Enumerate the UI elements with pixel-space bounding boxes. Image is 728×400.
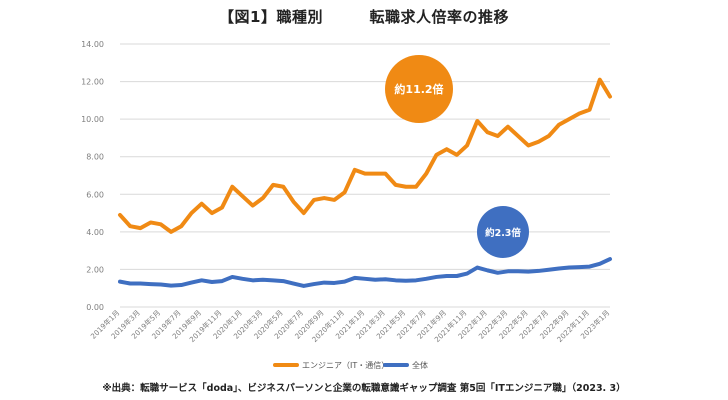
series-lines [118, 77, 612, 288]
y-tick-label: 12.00 [81, 78, 104, 87]
y-tick-label: 14.00 [81, 40, 104, 49]
y-axis-tick-labels: 0.00 2.00 4.00 6.00 8.00 10.00 12.00 14.00 [81, 40, 104, 312]
y-tick-label: 2.00 [86, 265, 104, 274]
series-line-all [118, 257, 612, 288]
annotation-label: 約2.3倍 [485, 227, 521, 239]
legend-label: エンジニア（IT・通信） [302, 360, 389, 370]
x-axis-tick-labels: 2019年1月2019年3月2019年5月2019年7月2019年9月2019年… [89, 308, 612, 344]
chart-title: 【図1】職種別 転職求人倍率の推移 [219, 8, 509, 26]
y-tick-label: 10.00 [81, 115, 104, 124]
y-tick-label: 4.00 [86, 228, 104, 237]
annotation-bubble [385, 55, 453, 123]
y-tick-label: 0.00 [86, 303, 104, 312]
legend-label: 全体 [412, 360, 428, 370]
y-tick-label: 8.00 [86, 153, 104, 162]
legend: エンジニア（IT・通信） 全体 [273, 360, 428, 370]
annotation-label: 約11.2倍 [394, 82, 443, 96]
annotation-bubble [477, 206, 529, 258]
series-line-engineer [118, 77, 612, 234]
y-tick-label: 6.00 [86, 190, 104, 199]
source-note: ※出典：転職サービス「doda」、ビジネスパーソンと企業の転職意識ギャップ調査 … [102, 383, 626, 394]
